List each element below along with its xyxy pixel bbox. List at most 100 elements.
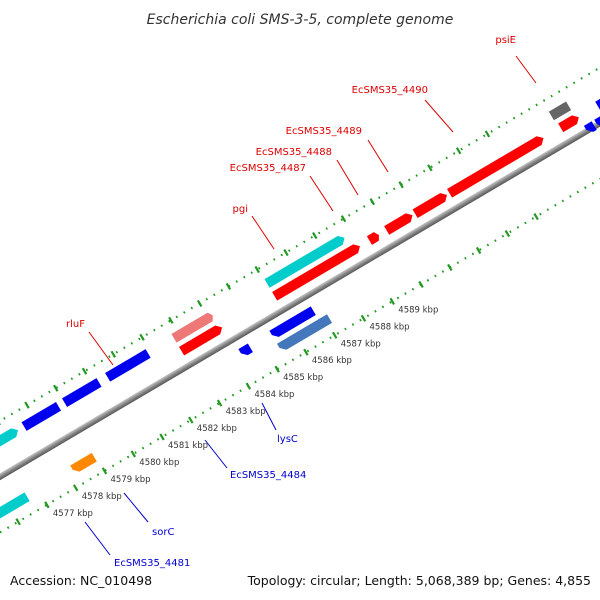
kbp-tick	[168, 316, 174, 324]
kbp-tick	[196, 299, 203, 307]
gene-arrow	[0, 492, 30, 520]
kbp-tick	[188, 416, 194, 424]
kbp-tick	[331, 331, 338, 339]
kbp-tick	[130, 450, 136, 458]
kbp-tick	[398, 181, 404, 189]
gene-arrow	[238, 343, 253, 356]
kbp-tick	[455, 147, 462, 155]
tick-marks	[0, 130, 539, 526]
kbp-label: 4580 kbp	[139, 458, 179, 468]
kbp-label: 4581 kbp	[168, 441, 208, 451]
kbp-tick	[81, 367, 88, 375]
gene-arrow	[595, 91, 600, 111]
kbp-tick	[340, 215, 347, 223]
gene-arrow	[21, 401, 62, 431]
kbp-tick	[245, 382, 252, 390]
kbp-tick	[72, 484, 79, 492]
gene-arrow	[264, 235, 345, 288]
gene-label-psiE: psiE	[495, 35, 516, 46]
gene-arrow	[558, 115, 579, 133]
genome-backbone	[0, 84, 600, 516]
kbp-tick	[225, 282, 232, 291]
kbp-label: 4585 kbp	[283, 373, 323, 383]
accession-text: Accession: NC_010498	[10, 573, 152, 588]
leader-line	[251, 215, 275, 250]
gene-arrow	[272, 244, 360, 301]
gene-label-sorC: sorC	[152, 527, 174, 538]
gene-arrow	[62, 378, 102, 408]
leader-line	[261, 402, 277, 431]
feature-labels: psiE EcSMS35_4490 EcSMS35_4489 EcSMS35_4…	[66, 35, 537, 569]
gene-arrow	[105, 349, 151, 382]
kbp-tick	[533, 213, 539, 221]
gene-label-EcSMS35_4487: EcSMS35_4487	[230, 163, 306, 174]
leader-line	[88, 331, 114, 366]
kbp-tick	[216, 399, 223, 407]
gene-arrow	[583, 121, 597, 132]
gene-label-EcSMS35_4490: EcSMS35_4490	[352, 85, 428, 96]
leader-line	[336, 159, 359, 196]
kbp-tick	[24, 401, 30, 409]
kbp-tick	[484, 130, 491, 138]
kbp-label: 4589 kbp	[398, 305, 438, 315]
kbp-tick	[312, 232, 318, 240]
kbp-tick	[427, 164, 433, 172]
gene-arrow	[366, 232, 379, 245]
map-axis-group	[0, 44, 600, 556]
kbp-label: 4577 kbp	[53, 509, 93, 519]
gene-label-lysC: lysC	[277, 434, 298, 445]
kbp-tick	[475, 246, 482, 255]
gene-arrow	[548, 101, 572, 121]
gene-arrow	[412, 193, 447, 218]
kbp-tick	[303, 348, 309, 356]
kbp-label: 4588 kbp	[370, 322, 410, 332]
kbp-label: 4587 kbp	[341, 339, 381, 349]
leader-line	[424, 99, 454, 133]
gene-arrow	[70, 452, 97, 472]
gene-arrow	[384, 213, 413, 235]
gene-label-EcSMS35_4481: EcSMS35_4481	[114, 558, 190, 569]
kbp-tick	[504, 229, 511, 238]
kbp-tick	[110, 350, 117, 358]
gene-label-EcSMS35_4484: EcSMS35_4484	[230, 470, 306, 481]
inner-feature-ring	[0, 116, 600, 520]
kbp-tick	[254, 265, 260, 274]
leader-line	[123, 492, 149, 523]
kbp-tick	[418, 280, 424, 288]
gene-arrow	[171, 312, 213, 343]
kbp-tick	[159, 433, 165, 441]
genome-summary-text: Topology: circular; Length: 5,068,389 bp…	[247, 573, 591, 588]
kbp-scale-labels: 4577 kbp 4578 kbp 4579 kbp 4580 kbp 4581 kbp…	[53, 305, 438, 518]
inner-tick-track	[0, 127, 600, 556]
kbp-label: 4584 kbp	[254, 390, 294, 400]
kbp-tick	[283, 248, 289, 257]
kbp-tick	[139, 333, 145, 341]
leader-line	[309, 175, 334, 212]
gene-arrow	[269, 306, 316, 337]
gene-label-EcSMS35_4489: EcSMS35_4489	[286, 126, 362, 137]
leader-line	[515, 55, 537, 84]
gene-arrow	[179, 325, 223, 356]
gene-arrow	[447, 136, 544, 198]
leader-line	[204, 439, 228, 469]
kbp-label: 4582 kbp	[197, 424, 237, 434]
kbp-tick	[101, 467, 108, 475]
leader-line	[367, 139, 389, 173]
kbp-tick	[274, 365, 280, 373]
leader-line	[84, 521, 111, 556]
kbp-tick	[360, 314, 367, 322]
kbp-label: 4583 kbp	[226, 407, 266, 417]
kbp-tick	[44, 501, 50, 509]
gene-label-rluF: rluF	[66, 319, 85, 330]
kbp-label: 4578 kbp	[82, 492, 122, 502]
map-title: Escherichia coli SMS-3-5, complete genom…	[147, 12, 454, 28]
kbp-tick	[369, 198, 376, 206]
outer-feature-ring	[0, 91, 600, 453]
kbp-tick	[53, 384, 59, 392]
gene-label-pgi: pgi	[233, 204, 248, 215]
kbp-label: 4579 kbp	[111, 475, 151, 485]
gene-label-EcSMS35_4488: EcSMS35_4488	[256, 147, 332, 158]
kbp-tick	[15, 518, 21, 526]
kbp-label: 4586 kbp	[312, 356, 352, 366]
